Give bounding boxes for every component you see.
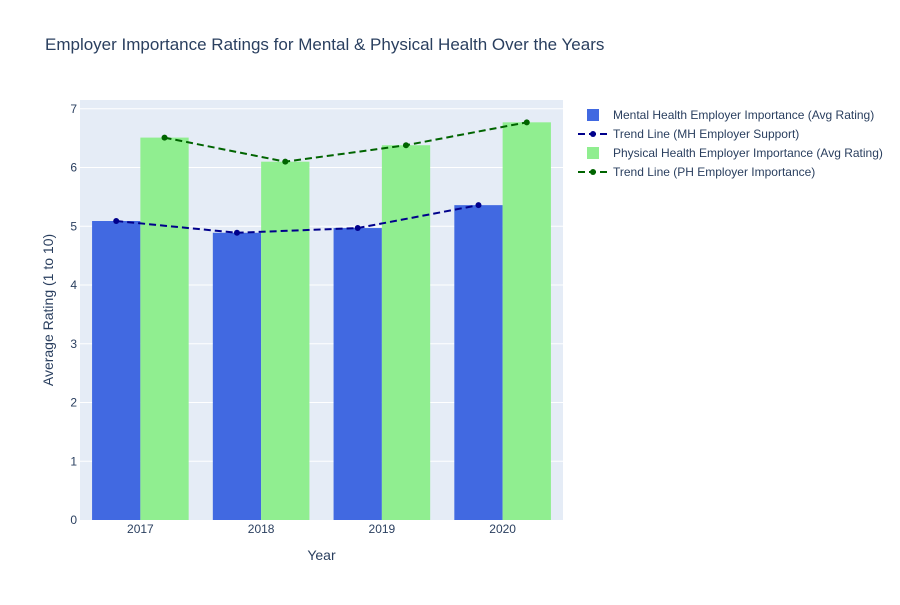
bar-physical-2020[interactable] [502, 122, 551, 520]
y-tick-label: 7 [70, 102, 77, 116]
y-tick-label: 5 [70, 219, 77, 233]
trend-point-mental-2018[interactable] [233, 229, 240, 236]
y-tick-label: 2 [70, 396, 77, 410]
trend-point-physical-2017[interactable] [161, 134, 168, 141]
x-tick-label: 2020 [489, 522, 516, 536]
y-tick-label: 0 [70, 513, 77, 527]
trend-point-physical-2018[interactable] [282, 158, 289, 165]
trend-line-physical[interactable] [164, 121, 527, 163]
x-tick-label: 2019 [369, 522, 396, 536]
legend-item-2[interactable]: Physical Health Employer Importance (Avg… [587, 146, 883, 160]
trend-line-mental[interactable] [116, 204, 479, 234]
x-tick-label: 2017 [127, 522, 154, 536]
legend-marker [590, 131, 596, 137]
legend-marker [590, 169, 596, 175]
y-tick-label: 3 [70, 337, 77, 351]
legend-label: Trend Line (PH Employer Importance) [613, 165, 815, 179]
y-axis-title: Average Rating (1 to 10) [40, 234, 56, 386]
x-axis-title: Year [307, 547, 336, 563]
legend-label: Mental Health Employer Importance (Avg R… [613, 108, 874, 122]
legend-swatch [587, 109, 599, 121]
trend-lines-group [113, 119, 530, 236]
chart-title: Employer Importance Ratings for Mental &… [45, 35, 604, 54]
x-axis-ticks: 2017 2018 2019 2020 [127, 522, 516, 536]
legend-item-1[interactable]: Trend Line (MH Employer Support) [578, 127, 799, 141]
trend-point-mental-2020[interactable] [475, 202, 482, 209]
bars-group [92, 122, 551, 520]
legend[interactable]: Mental Health Employer Importance (Avg R… [578, 108, 883, 179]
y-axis-ticks: 0 1 2 3 4 5 6 7 [70, 102, 77, 527]
y-tick-label: 4 [70, 278, 77, 292]
y-tick-label: 1 [70, 454, 77, 468]
bar-mental-2019[interactable] [333, 228, 382, 520]
bar-physical-2019[interactable] [381, 145, 431, 520]
bar-physical-2018[interactable] [261, 161, 310, 520]
legend-swatch [587, 147, 599, 159]
y-tick-label: 6 [70, 161, 77, 175]
bar-mental-2018[interactable] [212, 232, 262, 520]
bar-mental-2020[interactable] [454, 205, 503, 520]
x-tick-label: 2018 [248, 522, 275, 536]
legend-label: Physical Health Employer Importance (Avg… [613, 146, 883, 160]
trend-point-physical-2019[interactable] [403, 142, 410, 149]
legend-item-3[interactable]: Trend Line (PH Employer Importance) [578, 165, 815, 179]
trend-point-mental-2017[interactable] [113, 218, 120, 225]
bar-mental-2017[interactable] [92, 221, 141, 520]
legend-label: Trend Line (MH Employer Support) [613, 127, 799, 141]
trend-point-physical-2020[interactable] [523, 119, 530, 126]
trend-point-mental-2019[interactable] [354, 225, 361, 232]
bar-physical-2017[interactable] [140, 137, 189, 520]
legend-item-0[interactable]: Mental Health Employer Importance (Avg R… [587, 108, 874, 122]
